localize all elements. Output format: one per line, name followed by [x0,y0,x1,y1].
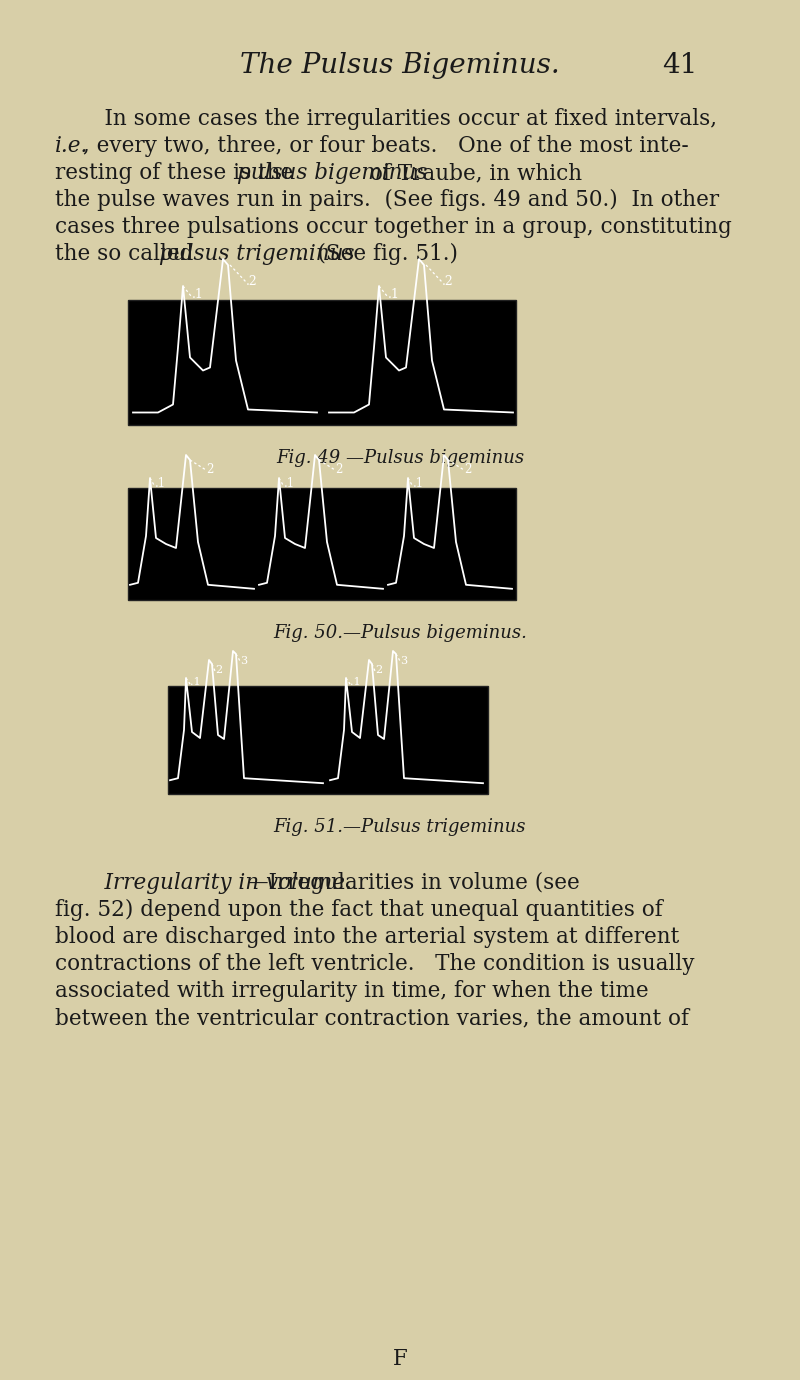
Text: 2: 2 [335,464,342,476]
Text: contractions of the left ventricle.   The condition is usually: contractions of the left ventricle. The … [55,954,694,976]
Text: In some cases the irregularities occur at fixed intervals,: In some cases the irregularities occur a… [77,108,717,130]
Text: resting of these is the: resting of these is the [55,161,300,184]
Text: cases three pulsations occur together in a group, constituting: cases three pulsations occur together in… [55,217,732,237]
Text: the so called: the so called [55,243,200,265]
Bar [128,299,516,425]
Text: associated with irregularity in time, for when the time: associated with irregularity in time, fo… [55,980,649,1002]
Text: .1: .1 [413,477,424,490]
Text: 3: 3 [400,656,407,667]
Text: .1: .1 [388,288,400,301]
Text: .1: .1 [192,288,204,301]
Text: .  (See fig. 51.): . (See fig. 51.) [297,243,458,265]
Text: Irregularity in volume.: Irregularity in volume. [77,872,352,894]
Text: pulsus trigeminus: pulsus trigeminus [159,243,354,265]
Text: .2: .2 [246,275,258,288]
Text: The Pulsus Bigeminus.: The Pulsus Bigeminus. [240,52,560,79]
Text: .1: .1 [284,477,295,490]
Text: .1: .1 [155,477,166,490]
Bar [168,686,488,794]
Text: fig. 52) depend upon the fact that unequal quantities of: fig. 52) depend upon the fact that unequ… [55,898,662,920]
Text: i.e.: i.e. [55,135,88,157]
Bar [128,489,516,600]
Text: 2: 2 [464,464,471,476]
Text: 3: 3 [240,656,247,667]
Text: Fig. 49 —Pulsus bigeminus: Fig. 49 —Pulsus bigeminus [276,448,524,466]
Text: .1: .1 [350,678,361,687]
Text: —Irregularities in volume (see: —Irregularities in volume (see [247,872,580,894]
Text: pulsus bigeminus: pulsus bigeminus [237,161,427,184]
Text: 2: 2 [375,665,382,675]
Text: of Traube, in which: of Traube, in which [363,161,582,184]
Text: blood are discharged into the arterial system at different: blood are discharged into the arterial s… [55,926,679,948]
Text: 2: 2 [206,464,214,476]
Text: .1: .1 [190,678,201,687]
Text: between the ventricular contraction varies, the amount of: between the ventricular contraction vari… [55,1007,689,1029]
Text: .2: .2 [442,275,454,288]
Text: 2: 2 [215,665,222,675]
Text: F: F [393,1348,407,1370]
Text: the pulse waves run in pairs.  (See figs. 49 and 50.)  In other: the pulse waves run in pairs. (See figs.… [55,189,719,211]
Text: , every two, three, or four beats.   One of the most inte-: , every two, three, or four beats. One o… [83,135,689,157]
Text: Fig. 50.—Pulsus bigeminus.: Fig. 50.—Pulsus bigeminus. [273,624,527,642]
Text: 41: 41 [662,52,698,79]
Text: Fig. 51.—Pulsus trigeminus: Fig. 51.—Pulsus trigeminus [274,818,526,836]
